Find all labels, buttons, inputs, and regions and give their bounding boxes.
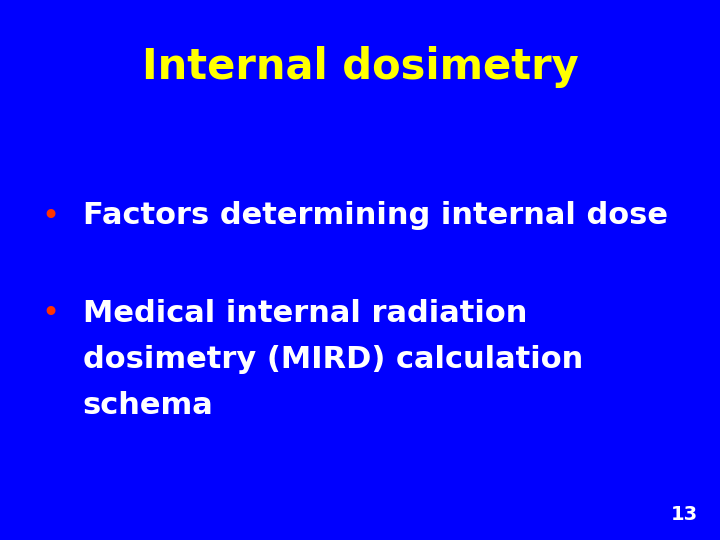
Text: Factors determining internal dose: Factors determining internal dose <box>83 201 668 231</box>
Text: Medical internal radiation: Medical internal radiation <box>83 299 527 328</box>
Text: dosimetry (MIRD) calculation: dosimetry (MIRD) calculation <box>83 345 583 374</box>
Text: Internal dosimetry: Internal dosimetry <box>142 46 578 89</box>
Text: schema: schema <box>83 390 214 420</box>
Text: •: • <box>41 299 60 328</box>
Text: 13: 13 <box>671 505 698 524</box>
Text: •: • <box>41 201 60 231</box>
